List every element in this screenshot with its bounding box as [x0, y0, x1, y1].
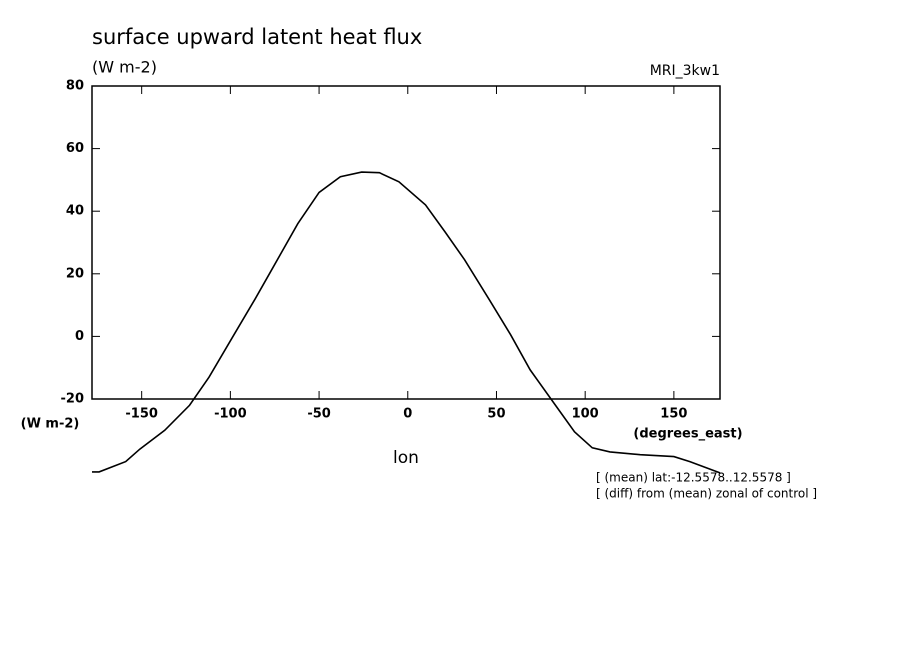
y-tick-label: 20: [66, 266, 84, 281]
plot-frame: [91, 85, 721, 400]
x-tick-label: 0: [403, 407, 412, 422]
x-tick-label: 50: [487, 407, 505, 422]
x-unit-label: (degrees_east): [633, 427, 742, 442]
y-tick-label: -20: [61, 392, 85, 407]
annotation: [ (mean) lat:-12.5578..12.5578 ]: [596, 471, 791, 485]
x-axis-label: lon: [393, 448, 419, 468]
x-tick-label: -100: [214, 407, 247, 422]
y-tick-label: 80: [66, 79, 84, 94]
x-tick-label: 150: [660, 407, 687, 422]
data-line: [92, 171, 721, 474]
y-tick-label: 60: [66, 141, 84, 156]
y-tick-label: 40: [66, 204, 84, 219]
model-label: MRI_3kw1: [650, 63, 720, 79]
subtitle: (W m-2): [92, 58, 157, 77]
chart-title: surface upward latent heat flux: [92, 25, 422, 49]
x-tick-label: 100: [572, 407, 599, 422]
y-unit-label: (W m-2): [21, 417, 80, 432]
x-tick-label: -50: [307, 407, 331, 422]
annotation: [ (diff) from (mean) zonal of control ]: [596, 487, 817, 501]
y-tick-label: 0: [75, 329, 84, 344]
x-tick-label: -150: [125, 407, 158, 422]
